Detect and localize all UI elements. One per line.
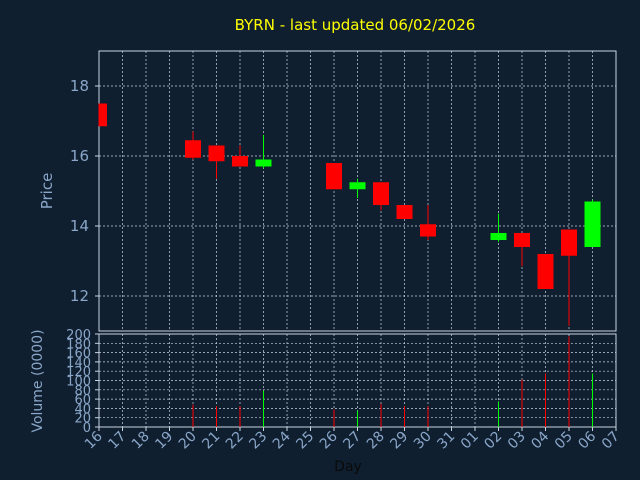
volume-tick-label: 0 <box>83 421 91 436</box>
x-tick-label: 21 <box>199 429 223 453</box>
candle <box>396 205 413 219</box>
x-tick-label: 07 <box>599 429 623 453</box>
candle-body <box>349 182 366 190</box>
volume-tick-label: 20 <box>74 412 91 427</box>
price-tick-label: 12 <box>70 287 89 305</box>
x-tick-label: 29 <box>387 429 411 453</box>
candle-body <box>514 233 530 247</box>
x-tick-label: 18 <box>129 429 153 453</box>
volume-tick-label: 100 <box>66 375 91 390</box>
candle-body <box>232 156 248 167</box>
volume-tick-label: 200 <box>66 328 91 343</box>
x-tick-label: 23 <box>246 429 270 453</box>
candle <box>537 254 554 289</box>
x-tick-label: 04 <box>528 428 552 452</box>
candle <box>584 199 601 247</box>
x-tick-label: 27 <box>340 429 364 453</box>
x-axis-label: Day <box>334 459 362 475</box>
candle-body <box>537 254 554 289</box>
candle <box>98 103 107 127</box>
candle-body <box>584 201 601 247</box>
candle-body <box>185 140 201 158</box>
price-tick-label: 16 <box>70 147 89 165</box>
candle <box>232 145 248 167</box>
price-axis-label: Price <box>38 173 56 210</box>
candles <box>98 103 601 326</box>
candle-body <box>373 182 389 205</box>
candle-body <box>396 205 413 219</box>
x-tick-label: 01 <box>458 429 482 453</box>
candle-body <box>99 103 107 127</box>
volume-tick-label: 140 <box>66 356 91 371</box>
x-tick-label: 17 <box>105 429 129 453</box>
candle <box>514 233 530 267</box>
x-tick-label: 22 <box>223 429 247 453</box>
candle <box>373 182 389 211</box>
volume-tick-label: 120 <box>66 365 91 380</box>
volume-tick-label: 160 <box>66 347 91 362</box>
volume-tick-label: 40 <box>74 402 91 417</box>
candle <box>208 145 225 179</box>
candle <box>349 178 366 198</box>
candle <box>326 163 342 190</box>
x-tick-label: 05 <box>552 429 576 453</box>
volume-tick-label: 80 <box>74 384 91 399</box>
x-tick-label: 31 <box>434 429 458 453</box>
volume-axis-label: Volume (0000) <box>30 329 46 432</box>
x-tick-label: 24 <box>270 428 294 452</box>
x-tick-label: 19 <box>152 429 176 453</box>
candle <box>185 131 201 160</box>
price-panel-frame <box>98 50 617 332</box>
x-tick-label: 25 <box>293 429 317 453</box>
x-tick-label: 20 <box>176 429 200 453</box>
x-tick-label: 02 <box>481 429 505 453</box>
x-axis: 16 17 18 19 20 21 22 23 24 25 26 27 28 29 30 31 01 02 03 04… <box>82 427 623 452</box>
volume-tick-label: 180 <box>66 337 91 352</box>
x-tick-label: 03 <box>505 429 529 453</box>
price-y-axis: 12 14 16 18 <box>70 77 99 305</box>
price-tick-label: 18 <box>70 77 89 95</box>
volume-tick-label: 60 <box>74 393 91 408</box>
candle-body <box>208 145 225 162</box>
x-tick-label: 28 <box>364 429 388 453</box>
volume-bars <box>192 336 593 427</box>
chart-title: BYRN - last updated 06/02/2026 <box>235 16 476 34</box>
candle <box>420 205 436 240</box>
candle-body <box>420 224 436 237</box>
candle <box>490 213 507 242</box>
x-tick-label: 26 <box>317 428 341 452</box>
candle-body <box>561 229 577 256</box>
price-tick-label: 14 <box>70 217 89 235</box>
x-tick-label: 30 <box>411 429 435 453</box>
candle-body <box>490 233 507 240</box>
x-tick-label: 06 <box>575 428 599 452</box>
candle <box>255 135 272 169</box>
candle-body <box>326 163 342 190</box>
candle <box>561 229 577 326</box>
candle-body <box>255 159 272 167</box>
